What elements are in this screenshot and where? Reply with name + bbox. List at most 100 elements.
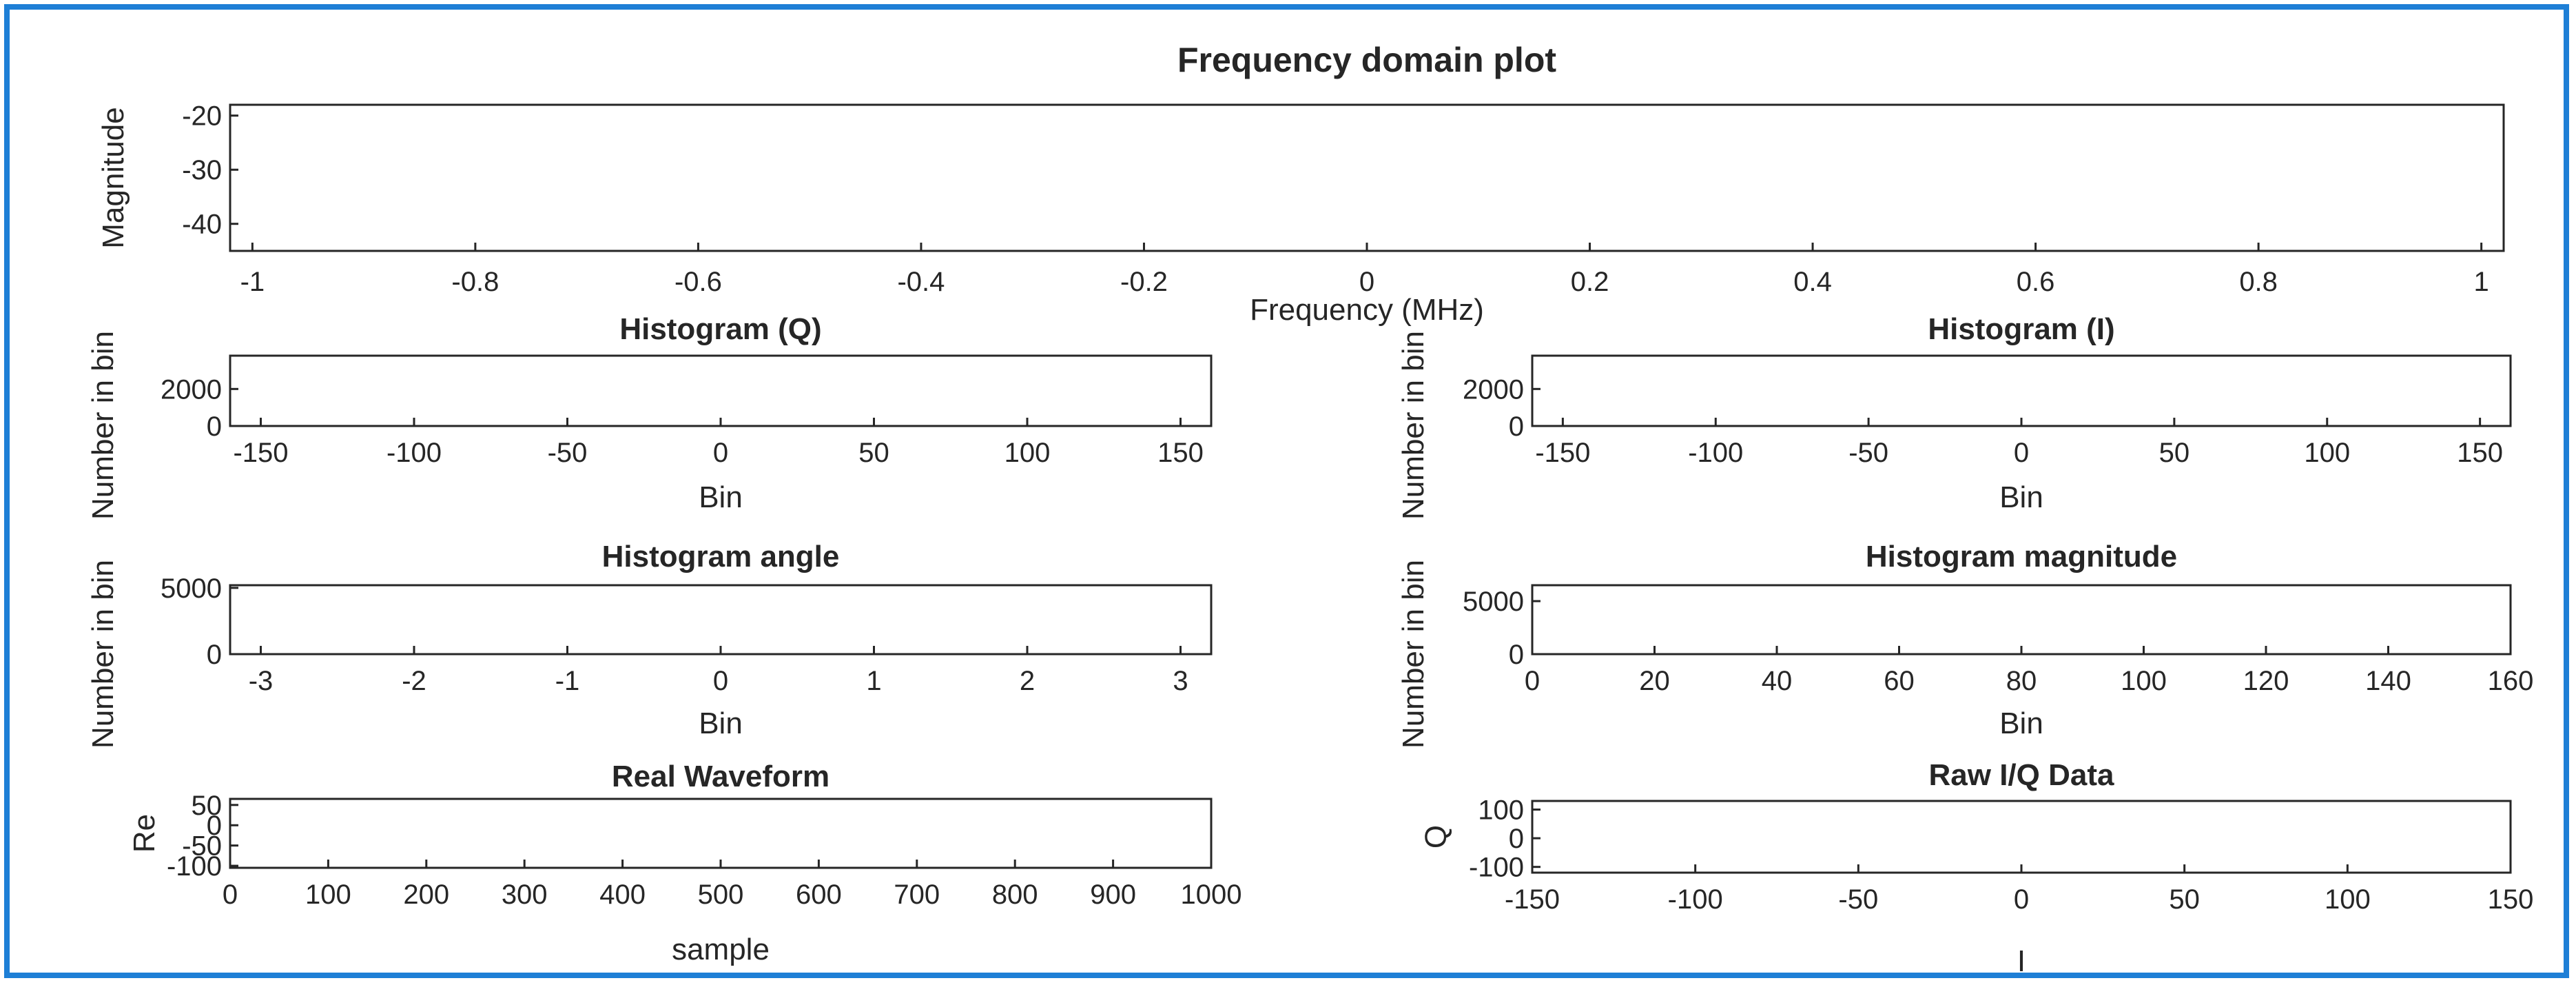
histi-xtick-label: 0	[2014, 438, 2029, 468]
histi-title: Histogram (I)	[1928, 312, 2114, 346]
wave-xtick-label: 600	[796, 880, 842, 910]
freq-xtick-label: -1	[240, 267, 265, 297]
histi-xtick-label: 100	[2304, 438, 2350, 468]
histi-xtick-label: -150	[1535, 438, 1590, 468]
freq-xtick-label: 1	[2474, 267, 2489, 297]
histi-xlabel: Bin	[1999, 480, 2043, 514]
wave-xlabel: sample	[672, 933, 770, 966]
histangle-ytick-label: 0	[207, 640, 222, 670]
histq-ytick-label: 2000	[161, 374, 222, 405]
histq-xtick-label: -100	[387, 438, 442, 468]
wave-axis-box	[229, 798, 1213, 869]
iq-ytick-label: 0	[1509, 824, 1524, 854]
histmag-ytick-label: 5000	[1463, 587, 1524, 617]
histangle-xtick-label: -2	[402, 666, 426, 696]
iq-xtick-label: 50	[2169, 884, 2200, 915]
histi-xtick-label: -50	[1848, 438, 1888, 468]
histangle-xtick-label: -1	[555, 666, 580, 696]
wave-xtick-label: 500	[698, 880, 744, 910]
histangle-ylabel: Number in bin	[86, 560, 120, 749]
wave-ytick-label: 0	[207, 811, 222, 841]
histmag-title: Histogram magnitude	[1866, 540, 2177, 573]
iq-xlabel: I	[2017, 944, 2026, 978]
figure-canvas: -1 -0.8 -0.6 -0.4 -0.2 0 0.2 0.4 0.6 0.8 1 -40 -30 -2…	[86, 41, 2533, 978]
histq-xtick-label: -150	[233, 438, 288, 468]
wave-xtick-label: 900	[1090, 880, 1136, 910]
iq-xtick-label: 100	[2325, 884, 2371, 915]
histmag-xtick-label: 100	[2121, 666, 2167, 696]
freq-ytick-label: -40	[182, 210, 222, 240]
histangle-ytick-label: 5000	[161, 573, 222, 604]
histmag-ytick-label: 0	[1509, 640, 1524, 670]
histq-ylabel: Number in bin	[86, 331, 120, 520]
histi-xtick-label: 150	[2457, 438, 2503, 468]
wave-xtick-label: 100	[305, 880, 351, 910]
histangle-chart: -3 -2 -1 0 1 2 3 0 5000 Histogram angle Bin Number …	[86, 540, 1213, 749]
wave-title: Real Waveform	[612, 760, 830, 793]
wave-xtick-label: 800	[992, 880, 1038, 910]
iq-ytick-label: 100	[1478, 795, 1524, 825]
histmag-xtick-label: 80	[2006, 666, 2037, 696]
histmag-xtick-label: 140	[2365, 666, 2411, 696]
freq-axis-box	[229, 103, 2505, 252]
histmag-xlabel: Bin	[1999, 707, 2043, 740]
histi-ylabel: Number in bin	[1397, 331, 1430, 520]
freq-xtick-label: 0.8	[2239, 267, 2278, 297]
histq-ytick-label: 0	[207, 412, 222, 442]
freq-xtick-label: 0.6	[2017, 267, 2055, 297]
histangle-xlabel: Bin	[699, 707, 743, 740]
histi-ytick-label: 2000	[1463, 374, 1524, 405]
freq-xtick-label: 0.4	[1793, 267, 1832, 297]
wave-xtick-label: 700	[894, 880, 940, 910]
wave-xtick-label: 200	[403, 880, 449, 910]
freq-ytick-label: -20	[182, 101, 222, 132]
histi-axis-box	[1531, 354, 2512, 427]
wave-xtick-label: 1000	[1181, 880, 1242, 910]
figure-frame: -1 -0.8 -0.6 -0.4 -0.2 0 0.2 0.4 0.6 0.8 1 -40 -30 -2…	[4, 4, 2569, 978]
freq-xtick-label: -0.4	[897, 267, 945, 297]
histmag-xtick-label: 40	[1762, 666, 1793, 696]
iq-xtick-label: -50	[1838, 884, 1878, 915]
histmag-xtick-label: 0	[1525, 666, 1540, 696]
wave-xtick-label: 400	[599, 880, 646, 910]
histq-axis-box	[229, 354, 1213, 427]
histmag-xtick-label: 120	[2243, 666, 2289, 696]
iq-title: Raw I/Q Data	[1929, 758, 2114, 792]
histmag-axis-box	[1531, 584, 2512, 656]
histi-chart: -150 -100 -50 0 50 100 150 0 2000 Histogram (I) Bi…	[1397, 312, 2512, 520]
histmag-xtick-label: 20	[1639, 666, 1670, 696]
histangle-axis-box	[229, 584, 1213, 656]
iq-xtick-label: -100	[1668, 884, 1723, 915]
histq-title: Histogram (Q)	[619, 312, 821, 346]
wave-ylabel: Re	[127, 814, 161, 853]
iq-ylabel: Q	[1419, 825, 1453, 849]
iq-xtick-label: 150	[2488, 884, 2534, 915]
freq-ytick-label: -30	[182, 155, 222, 185]
histq-xtick-label: -50	[548, 438, 588, 468]
wave-chart: 0 100 200 300 400 500 600 700 800 900 1000500-50-1…	[127, 760, 1241, 966]
wave-ytick-label: -100	[167, 851, 222, 882]
freq-xtick-label: -0.8	[451, 267, 499, 297]
histi-ytick-label: 0	[1509, 412, 1524, 442]
freq-xtick-label: -0.6	[674, 267, 722, 297]
histq-xtick-label: 50	[858, 438, 889, 468]
histi-xtick-label: 50	[2159, 438, 2190, 468]
iq-xtick-label: 0	[2014, 884, 2029, 915]
freq-xtick-label: -0.2	[1120, 267, 1168, 297]
histangle-xtick-label: 2	[1020, 666, 1035, 696]
histi-xtick-label: -100	[1688, 438, 1743, 468]
histmag-chart: 0 20 40 60 80 100 120 140 160 0 5000 Histogram magn…	[1397, 540, 2533, 749]
freq-xtick-label: 0.2	[1571, 267, 1609, 297]
wave-xtick-label: 0	[223, 880, 238, 910]
histmag-ylabel: Number in bin	[1397, 560, 1430, 749]
wave-ytick-label: -50	[182, 831, 222, 862]
histq-xtick-label: 150	[1157, 438, 1204, 468]
freq-xtick-label: 0	[1359, 267, 1374, 297]
freq-chart: -1 -0.8 -0.6 -0.4 -0.2 0 0.2 0.4 0.6 0.8 1 -40 -30 -2…	[96, 41, 2505, 327]
histq-xtick-label: 0	[713, 438, 728, 468]
histq-chart: -150 -100 -50 0 50 100 150 0 2000 Histogram (Q) Bi…	[86, 312, 1213, 520]
freq-title: Frequency domain plot	[1177, 41, 1556, 79]
iq-axis-box	[1531, 800, 2512, 874]
freq-xlabel: Frequency (MHz)	[1250, 293, 1484, 327]
